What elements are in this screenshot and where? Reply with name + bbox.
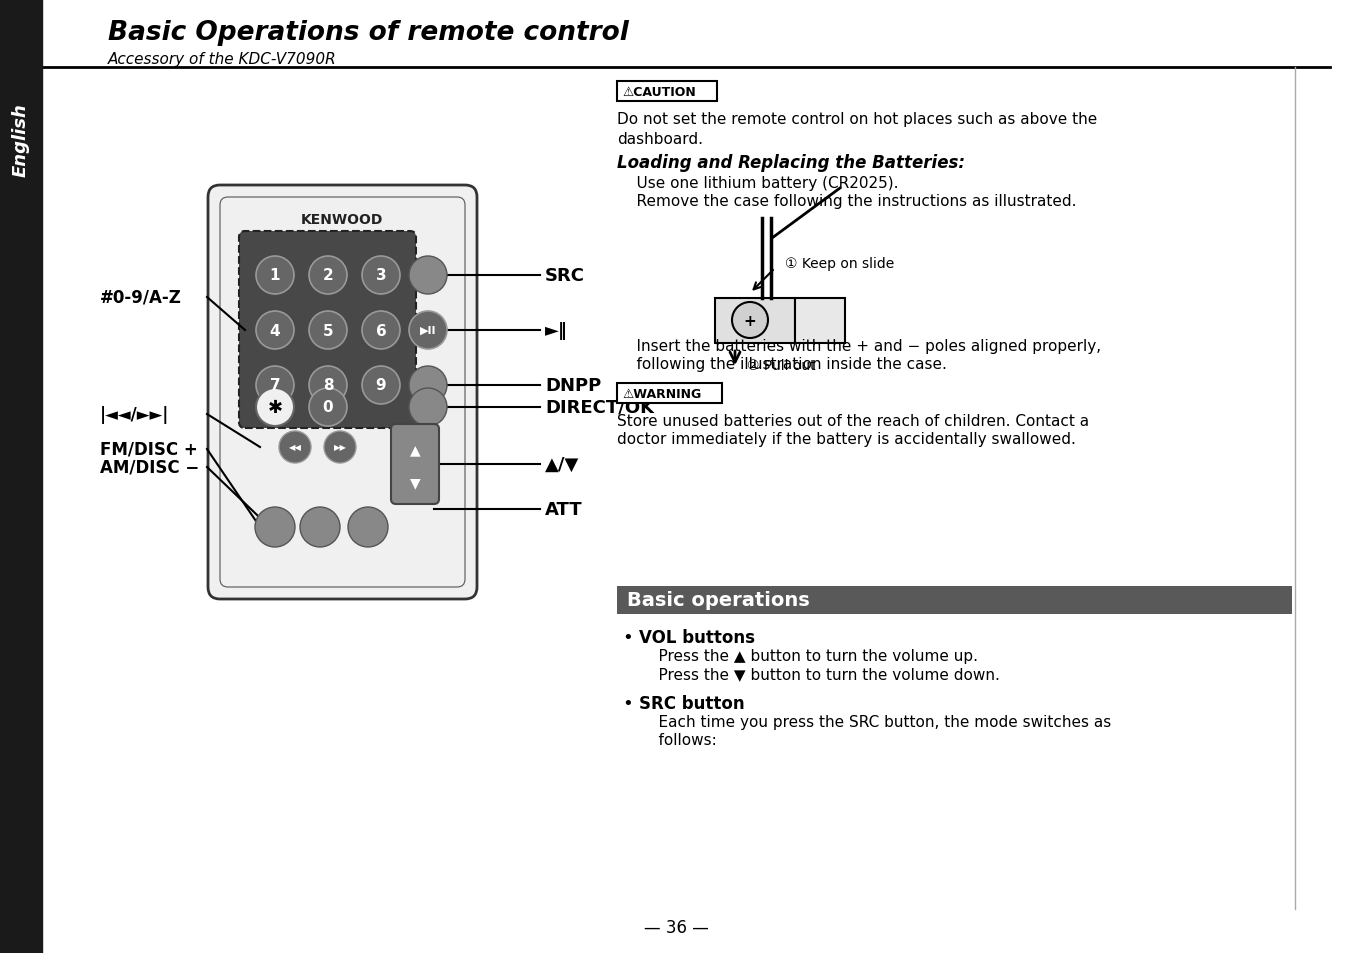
Text: 3: 3 <box>376 268 387 283</box>
Text: doctor immediately if the battery is accidentally swallowed.: doctor immediately if the battery is acc… <box>617 432 1076 447</box>
Text: VOL buttons: VOL buttons <box>639 628 754 646</box>
Text: Press the ▼ button to turn the volume down.: Press the ▼ button to turn the volume do… <box>639 666 1000 681</box>
Text: +: + <box>744 314 756 328</box>
Text: 9: 9 <box>376 378 387 393</box>
Text: •: • <box>622 695 633 712</box>
Circle shape <box>256 256 293 294</box>
Circle shape <box>362 367 400 405</box>
Circle shape <box>300 507 339 547</box>
Text: 8: 8 <box>323 378 334 393</box>
Text: Insert the batteries with the + and − poles aligned properly,: Insert the batteries with the + and − po… <box>617 338 1101 354</box>
Text: ▶▶: ▶▶ <box>334 443 346 452</box>
Text: 1: 1 <box>270 268 280 283</box>
Text: ▲/▼: ▲/▼ <box>545 456 580 474</box>
Text: DIRECT/OK: DIRECT/OK <box>545 398 654 416</box>
Text: — 36 —: — 36 — <box>644 918 708 936</box>
Text: Accessory of the KDC-V7090R: Accessory of the KDC-V7090R <box>108 52 337 67</box>
Text: Store unused batteries out of the reach of children. Contact a: Store unused batteries out of the reach … <box>617 414 1090 429</box>
Text: dashboard.: dashboard. <box>617 132 703 147</box>
Text: ② Pull out: ② Pull out <box>748 358 815 373</box>
Circle shape <box>256 312 293 350</box>
Text: Use one lithium battery (CR2025).: Use one lithium battery (CR2025). <box>617 175 899 191</box>
Circle shape <box>362 312 400 350</box>
Text: 5: 5 <box>323 323 334 338</box>
FancyBboxPatch shape <box>208 186 477 599</box>
Text: Remove the case following the instructions as illustrated.: Remove the case following the instructio… <box>617 193 1076 209</box>
Text: Basic operations: Basic operations <box>627 591 810 610</box>
Text: ✱: ✱ <box>268 398 283 416</box>
Circle shape <box>410 312 448 350</box>
Text: following the illustration inside the case.: following the illustration inside the ca… <box>617 356 946 372</box>
Text: ◀◀: ◀◀ <box>288 443 301 452</box>
Text: AM/DISC −: AM/DISC − <box>100 458 199 476</box>
Text: SRC: SRC <box>545 267 585 285</box>
Circle shape <box>731 303 768 338</box>
Text: ⚠WARNING: ⚠WARNING <box>622 387 702 400</box>
Circle shape <box>256 367 293 405</box>
Bar <box>0 0 42 953</box>
Circle shape <box>310 256 347 294</box>
Text: ►‖: ►‖ <box>545 322 568 339</box>
Text: •: • <box>622 628 633 646</box>
Bar <box>617 82 717 102</box>
Text: ATT: ATT <box>545 500 583 518</box>
Text: #0-9/A-Z: #0-9/A-Z <box>100 289 183 307</box>
Text: 6: 6 <box>376 323 387 338</box>
Text: ⚠CAUTION: ⚠CAUTION <box>622 86 696 98</box>
Text: Basic Operations of remote control: Basic Operations of remote control <box>108 20 629 46</box>
Text: 4: 4 <box>269 323 280 338</box>
Bar <box>715 298 795 344</box>
Circle shape <box>410 367 448 405</box>
Circle shape <box>310 367 347 405</box>
Text: DNPP: DNPP <box>545 376 602 395</box>
Circle shape <box>324 432 356 463</box>
Bar <box>617 586 1293 615</box>
Text: 0: 0 <box>323 400 334 416</box>
Text: FM/DISC +: FM/DISC + <box>100 440 197 458</box>
Circle shape <box>410 389 448 427</box>
Circle shape <box>256 389 293 427</box>
Text: 7: 7 <box>269 378 280 393</box>
Circle shape <box>410 256 448 294</box>
Text: 2: 2 <box>323 268 334 283</box>
Text: Press the ▲ button to turn the volume up.: Press the ▲ button to turn the volume up… <box>639 648 977 663</box>
Polygon shape <box>795 298 845 344</box>
Text: follows:: follows: <box>639 732 717 747</box>
Circle shape <box>256 507 295 547</box>
Circle shape <box>279 432 311 463</box>
Text: KENWOOD: KENWOOD <box>300 213 383 227</box>
Text: Each time you press the SRC button, the mode switches as: Each time you press the SRC button, the … <box>639 714 1111 729</box>
Text: SRC button: SRC button <box>639 695 745 712</box>
Circle shape <box>347 507 388 547</box>
Circle shape <box>362 256 400 294</box>
Text: ▼: ▼ <box>410 476 420 490</box>
Text: Do not set the remote control on hot places such as above the: Do not set the remote control on hot pla… <box>617 112 1098 127</box>
FancyBboxPatch shape <box>239 232 416 429</box>
Text: English: English <box>12 103 30 176</box>
Circle shape <box>310 389 347 427</box>
FancyBboxPatch shape <box>391 424 439 504</box>
Bar <box>617 384 722 403</box>
Text: |◄◄/►►|: |◄◄/►►| <box>100 406 169 423</box>
Text: Loading and Replacing the Batteries:: Loading and Replacing the Batteries: <box>617 153 965 172</box>
Text: ▶II: ▶II <box>419 326 437 335</box>
Text: ▲: ▲ <box>410 442 420 456</box>
Circle shape <box>310 312 347 350</box>
Text: ① Keep on slide: ① Keep on slide <box>786 256 894 271</box>
